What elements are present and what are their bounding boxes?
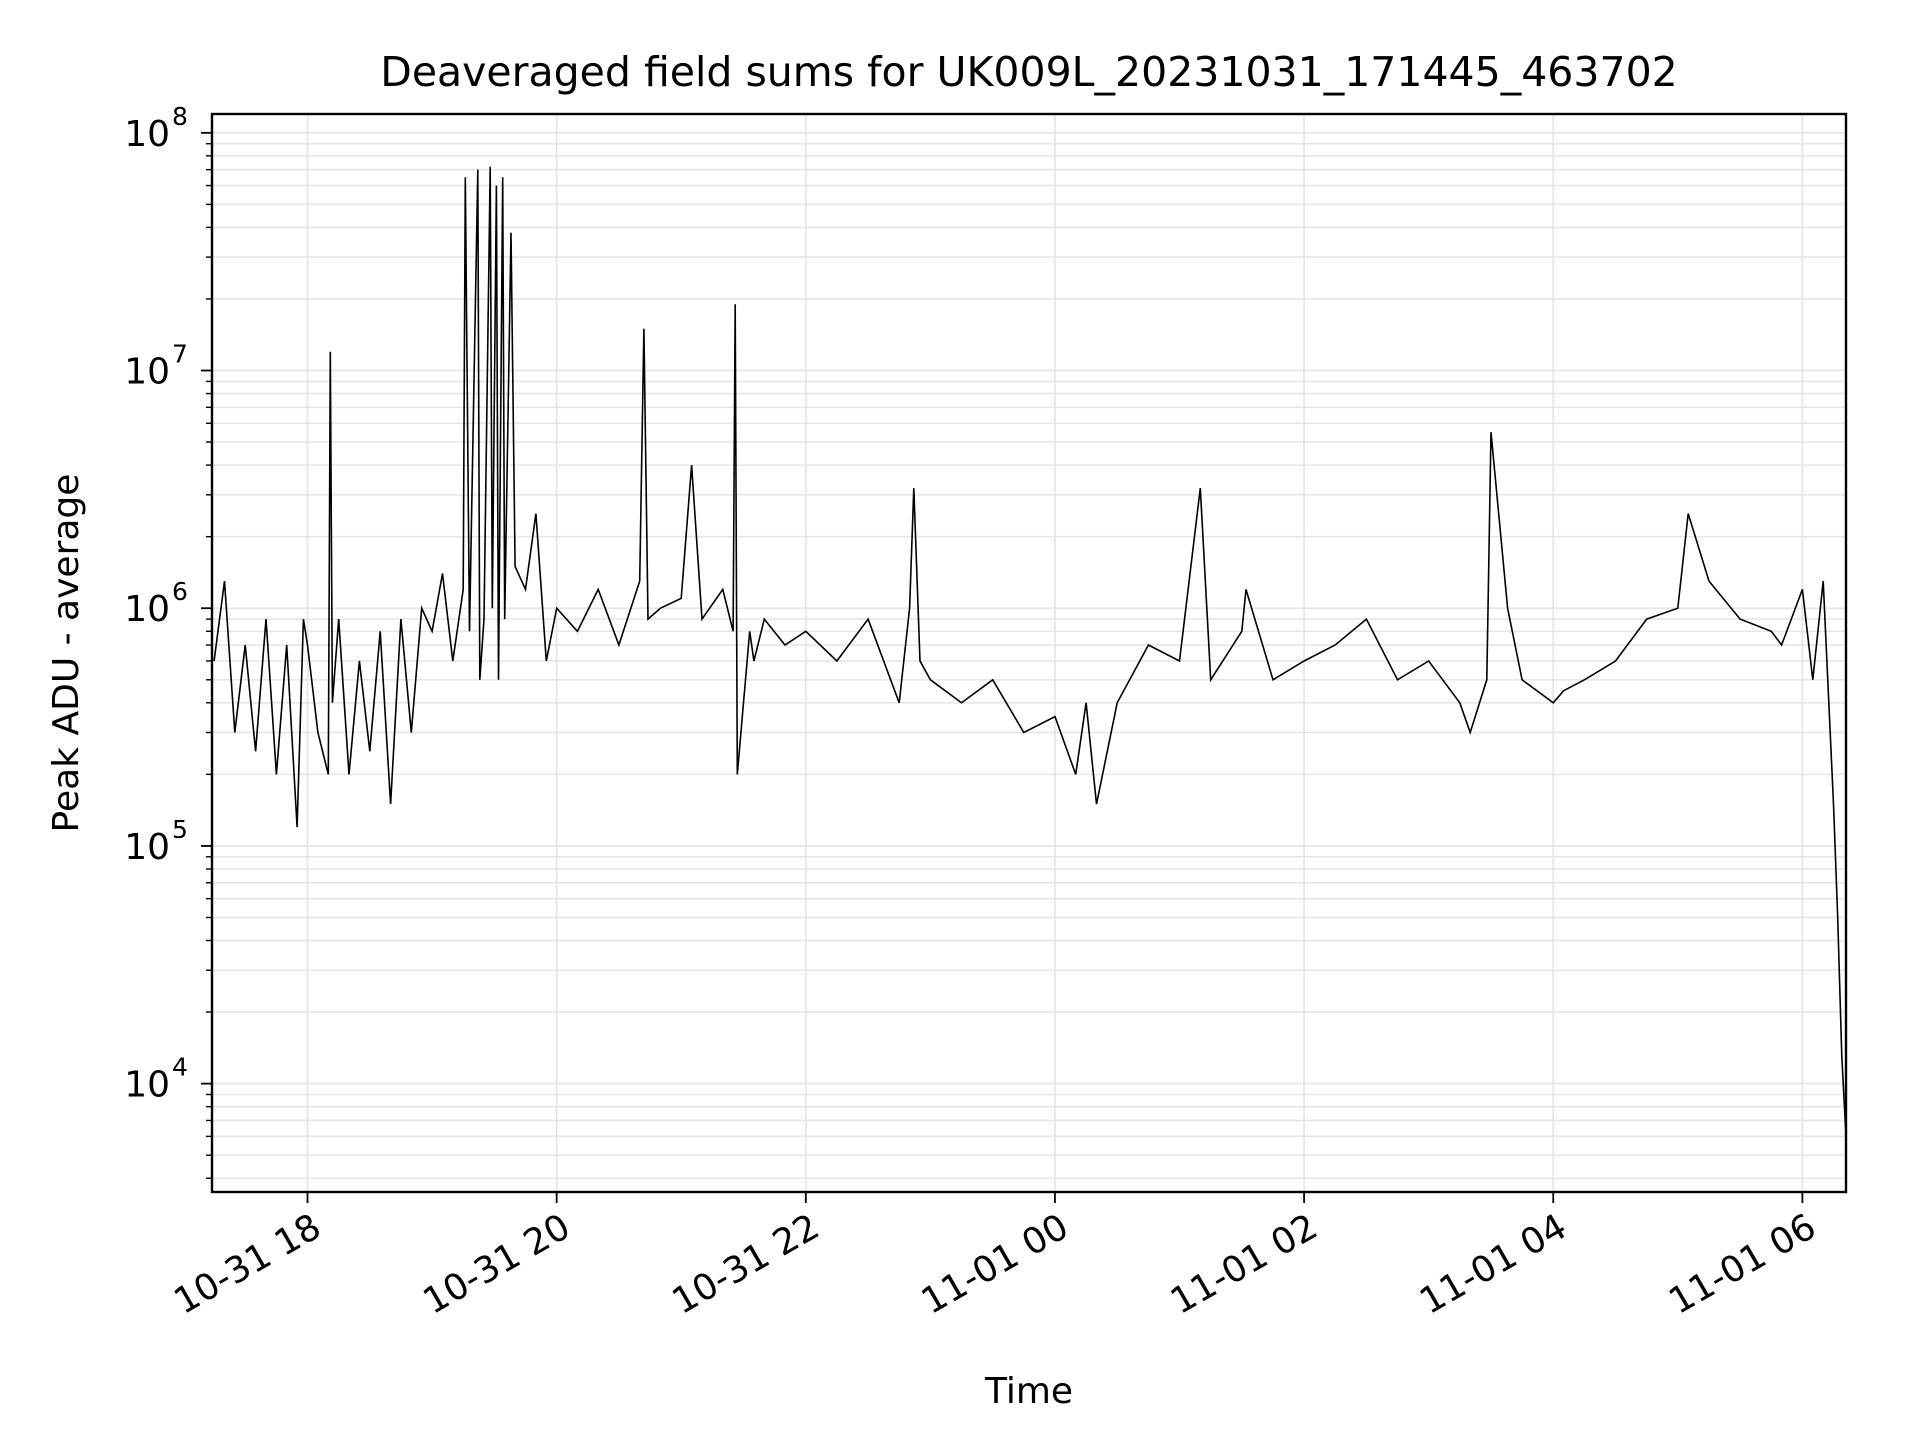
y-tick-label: 10 — [124, 589, 170, 630]
y-tick-label-exponent: 5 — [172, 815, 188, 844]
y-tick-label-exponent: 7 — [172, 340, 188, 369]
y-axis-label: Peak ADU - average — [46, 474, 87, 833]
y-tick-label: 10 — [124, 827, 170, 868]
y-tick-label-exponent: 4 — [172, 1053, 188, 1082]
y-tick-label: 10 — [124, 352, 170, 393]
y-tick-label: 10 — [124, 1065, 170, 1106]
grid-minor — [212, 142, 1846, 1180]
plot-area-frame — [210, 112, 1848, 1194]
series-0-line — [213, 166, 1847, 1137]
grid-major — [212, 114, 1846, 1192]
y-tick-label-exponent: 8 — [172, 102, 188, 131]
y-tick-label-exponent: 6 — [172, 577, 188, 606]
y-tick-label: 10 — [124, 114, 170, 155]
x-axis-label: Time — [984, 1371, 1073, 1412]
chart-title: Deaveraged field sums for UK009L_2023103… — [380, 48, 1678, 96]
